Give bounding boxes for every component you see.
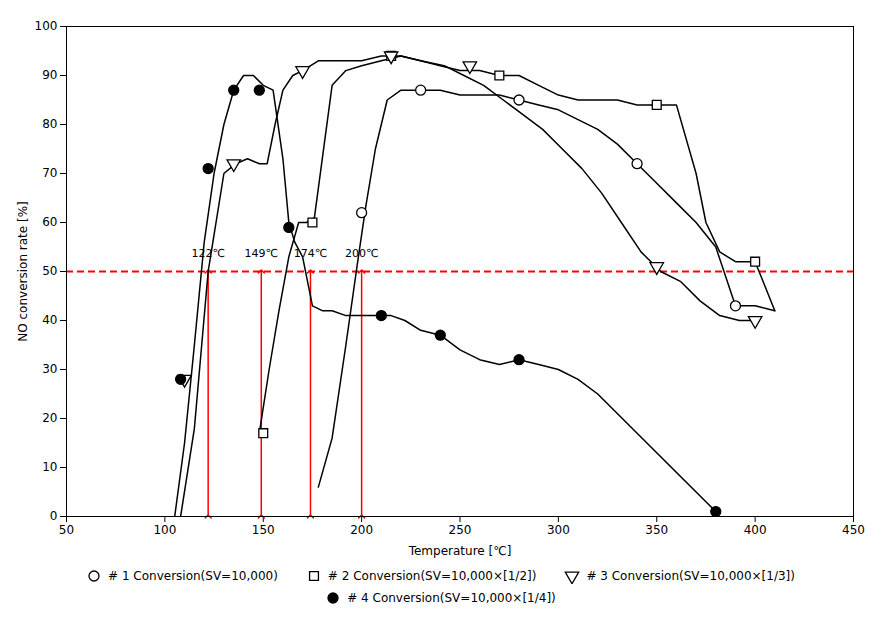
svg-text:150: 150 — [252, 523, 275, 537]
svg-text:122℃: 122℃ — [191, 247, 224, 260]
svg-text:200℃: 200℃ — [345, 247, 378, 260]
svg-text:350: 350 — [645, 523, 668, 537]
svg-text:149℃: 149℃ — [245, 247, 278, 260]
svg-text:70: 70 — [42, 166, 57, 180]
html-text:# 2 Conversion(SV=10,000×[1/2]: # 2 Conversion(SV=10,000×[1/2]) — [327, 569, 537, 583]
svg-text:90: 90 — [42, 68, 57, 82]
html-text:# 1 Conversion(SV=10,000): # 1 Conversion(SV=10,000) — [108, 569, 278, 583]
svg-text:0: 0 — [50, 509, 58, 523]
svg-text:450: 450 — [842, 523, 865, 537]
svg-text:30: 30 — [42, 362, 57, 376]
svg-text:300: 300 — [547, 523, 570, 537]
svg-text:50: 50 — [59, 523, 74, 537]
svg-text:100: 100 — [153, 523, 176, 537]
svg-text:10: 10 — [42, 460, 57, 474]
svg-text:20: 20 — [42, 411, 57, 425]
svg-text:400: 400 — [744, 523, 767, 537]
html-text:# 3 Conversion(SV=10,000×[1/3]: # 3 Conversion(SV=10,000×[1/3]) — [586, 569, 795, 583]
html-text:# 4 Conversion(SV=10,000×[1/4]: # 4 Conversion(SV=10,000×[1/4]) — [347, 591, 556, 605]
svg-text:80: 80 — [42, 117, 57, 131]
svg-text:Temperature [℃]: Temperature [℃] — [408, 544, 512, 558]
svg-text:250: 250 — [449, 523, 472, 537]
svg-text:100: 100 — [35, 19, 58, 33]
svg-text:NO conversion rate [%]: NO conversion rate [%] — [16, 201, 30, 342]
svg-text:200: 200 — [350, 523, 373, 537]
svg-text:60: 60 — [42, 215, 57, 229]
svg-text:50: 50 — [42, 264, 57, 278]
svg-text:40: 40 — [42, 313, 57, 327]
svg-text:174℃: 174℃ — [293, 246, 328, 260]
